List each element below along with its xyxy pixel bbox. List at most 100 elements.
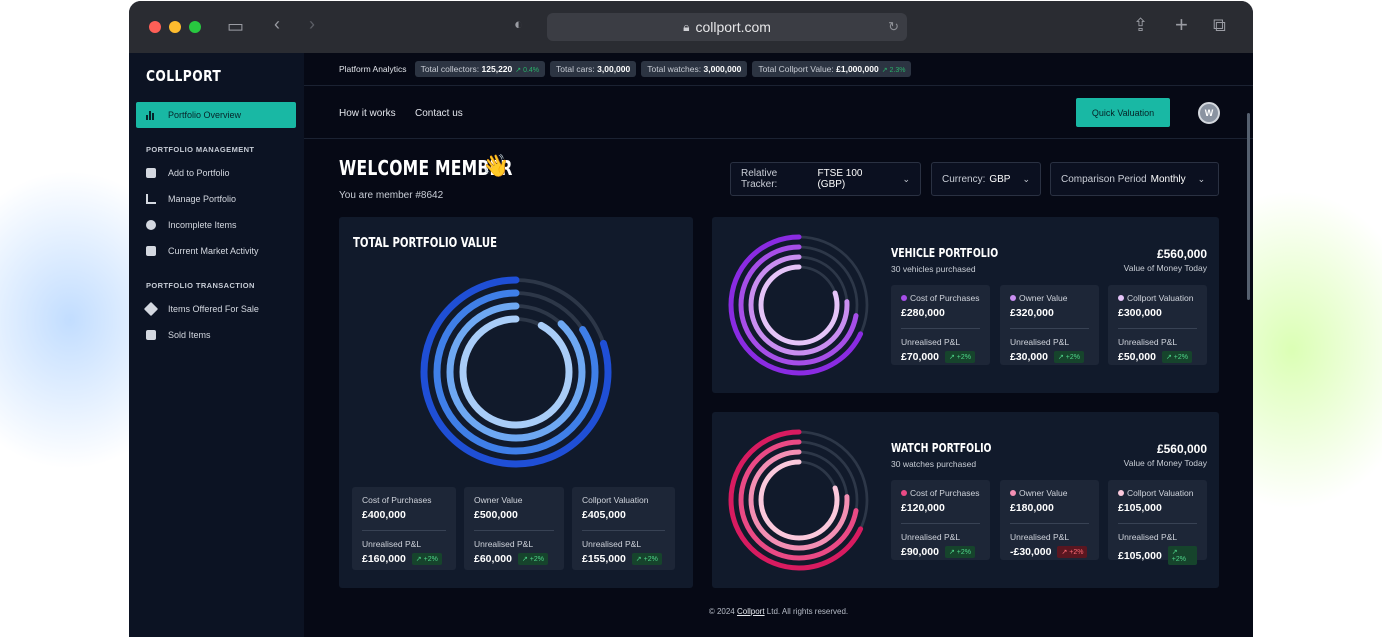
maximize-window-button[interactable]: [189, 21, 201, 33]
forward-icon[interactable]: ›: [309, 14, 315, 34]
sidebar-item-add-to-portfolio[interactable]: Add to Portfolio: [146, 168, 230, 178]
ring-arc: [748, 449, 850, 551]
scrollbar[interactable]: [1247, 113, 1250, 300]
top-navigation: How it works Contact us Quick Valuation …: [304, 85, 1253, 139]
watch-portfolio-donut-chart: [728, 429, 870, 571]
pl-label: Unrealised P&L: [1010, 337, 1070, 347]
pl-value: £160,000: [362, 553, 406, 565]
metric-label: Owner Value: [1010, 488, 1089, 498]
sidebar-item-current-market-activity[interactable]: Current Market Activity: [146, 246, 259, 256]
sidebar-item-portfolio-overview[interactable]: Portfolio Overview: [136, 102, 296, 128]
legend-dot: [1118, 490, 1124, 496]
dropdown-value: Monthly: [1150, 173, 1186, 185]
change-badge: ↗ +2%: [517, 553, 548, 565]
divider: [582, 530, 665, 531]
sidebar-item-label: Sold Items: [168, 330, 211, 340]
add-image-icon: [146, 168, 156, 178]
vehicle-portfolio-card: VEHICLE PORTFOLIO 30 vehicles purchased …: [712, 217, 1219, 393]
legend-dot: [901, 295, 907, 301]
metric-value: £180,000: [1010, 502, 1054, 514]
reload-icon[interactable]: ↻: [888, 19, 899, 34]
portfolio-amount: £560,000: [1156, 247, 1207, 261]
pl-label: Unrealised P&L: [582, 539, 642, 549]
card-title: VEHICLE PORTFOLIO: [891, 246, 999, 260]
dropdown-label: Comparison Period: [1061, 173, 1147, 185]
currency-dropdown[interactable]: Currency: GBP ⌄: [931, 162, 1041, 196]
divider: [901, 328, 980, 329]
chevron-down-icon: ⌄: [1197, 173, 1206, 184]
tabs-overview-icon[interactable]: ⧉: [1213, 15, 1226, 35]
sidebar-item-incomplete-items[interactable]: Incomplete Items: [146, 220, 237, 230]
logo[interactable]: COLLPORT: [146, 67, 222, 85]
legend-dot: [1010, 490, 1016, 496]
back-icon[interactable]: ‹: [274, 14, 280, 34]
nav-link-how-it-works[interactable]: How it works: [339, 108, 396, 119]
nav-link-contact-us[interactable]: Contact us: [415, 108, 463, 119]
dropdown-value: GBP: [989, 173, 1011, 185]
vehicle-portfolio-donut-chart: [728, 234, 870, 376]
relative-tracker-dropdown[interactable]: Relative Tracker: FTSE 100 (GBP) ⌄: [730, 162, 921, 196]
metric-value: £300,000: [1118, 307, 1162, 319]
pl-value: £90,000: [901, 546, 939, 558]
metric-cost-of-purchases: Cost of Purchases £120,000 Unrealised P&…: [891, 480, 990, 560]
stat-value: 3,00,000: [597, 64, 631, 74]
sidebar-item-label: Add to Portfolio: [168, 168, 230, 178]
metric-label: Cost of Purchases: [901, 488, 980, 498]
minimize-window-button[interactable]: [169, 21, 181, 33]
app: COLLPORT Portfolio Overview PORTFOLIO MA…: [129, 53, 1253, 637]
metric-collport-valuation: Collport Valuation £300,000 Unrealised P…: [1108, 285, 1207, 365]
url-text: collport.com: [695, 19, 771, 35]
metric-label-text: Owner Value: [1019, 488, 1068, 498]
legend-dot: [1010, 295, 1016, 301]
metric-label-text: Cost of Purchases: [910, 293, 980, 303]
metric-value: £280,000: [901, 307, 945, 319]
footer-brand-link[interactable]: Collport: [736, 607, 765, 616]
pl-label: Unrealised P&L: [901, 337, 961, 347]
card-title: TOTAL PORTFOLIO VALUE: [353, 236, 498, 251]
stat-change: ↗ 2.3%: [881, 67, 906, 74]
metric-label: Cost of Purchases: [901, 293, 980, 303]
sidebar-toggle-icon[interactable]: ▭: [227, 16, 245, 36]
ring-arc: [748, 254, 850, 356]
stat-total-collectors: Total collectors: 125,220 ↗ 0.4%: [414, 61, 546, 77]
pl-value: £155,000: [582, 553, 626, 565]
change-badge: ↗ +2%: [1167, 546, 1197, 565]
sidebar-item-items-offered-for-sale[interactable]: Items Offered For Sale: [143, 301, 259, 317]
sidebar-item-sold-items[interactable]: Sold Items: [146, 330, 211, 340]
card-subtitle: 30 vehicles purchased: [891, 264, 976, 274]
total-portfolio-card: TOTAL PORTFOLIO VALUE Cost of Purchases …: [339, 217, 693, 588]
address-bar[interactable]: 🔒︎ collport.com ↻: [547, 13, 907, 41]
avatar[interactable]: W: [1198, 102, 1220, 124]
ring-arc: [420, 276, 612, 468]
metric-label: Cost of Purchases: [362, 495, 432, 505]
legend-dot: [1118, 295, 1124, 301]
sidebar-item-label: Current Market Activity: [168, 246, 259, 256]
waving-hand-icon: 👋: [482, 153, 510, 178]
divider: [1010, 328, 1089, 329]
share-icon[interactable]: ⇪: [1133, 15, 1149, 35]
sidebar-item-manage-portfolio[interactable]: Manage Portfolio: [146, 194, 236, 204]
card-subtitle: 30 watches purchased: [891, 459, 977, 469]
stat-label: Total Collport Value:: [758, 64, 834, 74]
metric-cost-of-purchases: Cost of Purchases £400,000 Unrealised P&…: [352, 487, 456, 570]
metric-cost-of-purchases: Cost of Purchases £280,000 Unrealised P&…: [891, 285, 990, 365]
metric-label: Owner Value: [1010, 293, 1089, 303]
divider: [1010, 523, 1089, 524]
trend-icon: [146, 246, 156, 256]
card-title: WATCH PORTFOLIO: [891, 441, 992, 455]
stat-label: Total cars:: [556, 64, 595, 74]
metric-value: £400,000: [362, 509, 406, 521]
shield-icon[interactable]: ◐: [514, 16, 524, 33]
main-content: Platform Analytics Total collectors: 125…: [304, 53, 1253, 637]
close-window-button[interactable]: [149, 21, 161, 33]
pl-label: Unrealised P&L: [362, 539, 422, 549]
change-badge: ↗ +2%: [411, 553, 442, 565]
divider: [1118, 328, 1197, 329]
new-tab-icon[interactable]: +: [1175, 12, 1188, 37]
stat-label: Total watches:: [647, 64, 702, 74]
quick-valuation-button[interactable]: Quick Valuation: [1076, 98, 1170, 127]
change-badge: ↗ +2%: [631, 553, 662, 565]
comparison-period-dropdown[interactable]: Comparison Period Monthly ⌄: [1050, 162, 1219, 196]
metric-label-text: Cost of Purchases: [910, 488, 980, 498]
watch-portfolio-card: WATCH PORTFOLIO 30 watches purchased £56…: [712, 412, 1219, 588]
